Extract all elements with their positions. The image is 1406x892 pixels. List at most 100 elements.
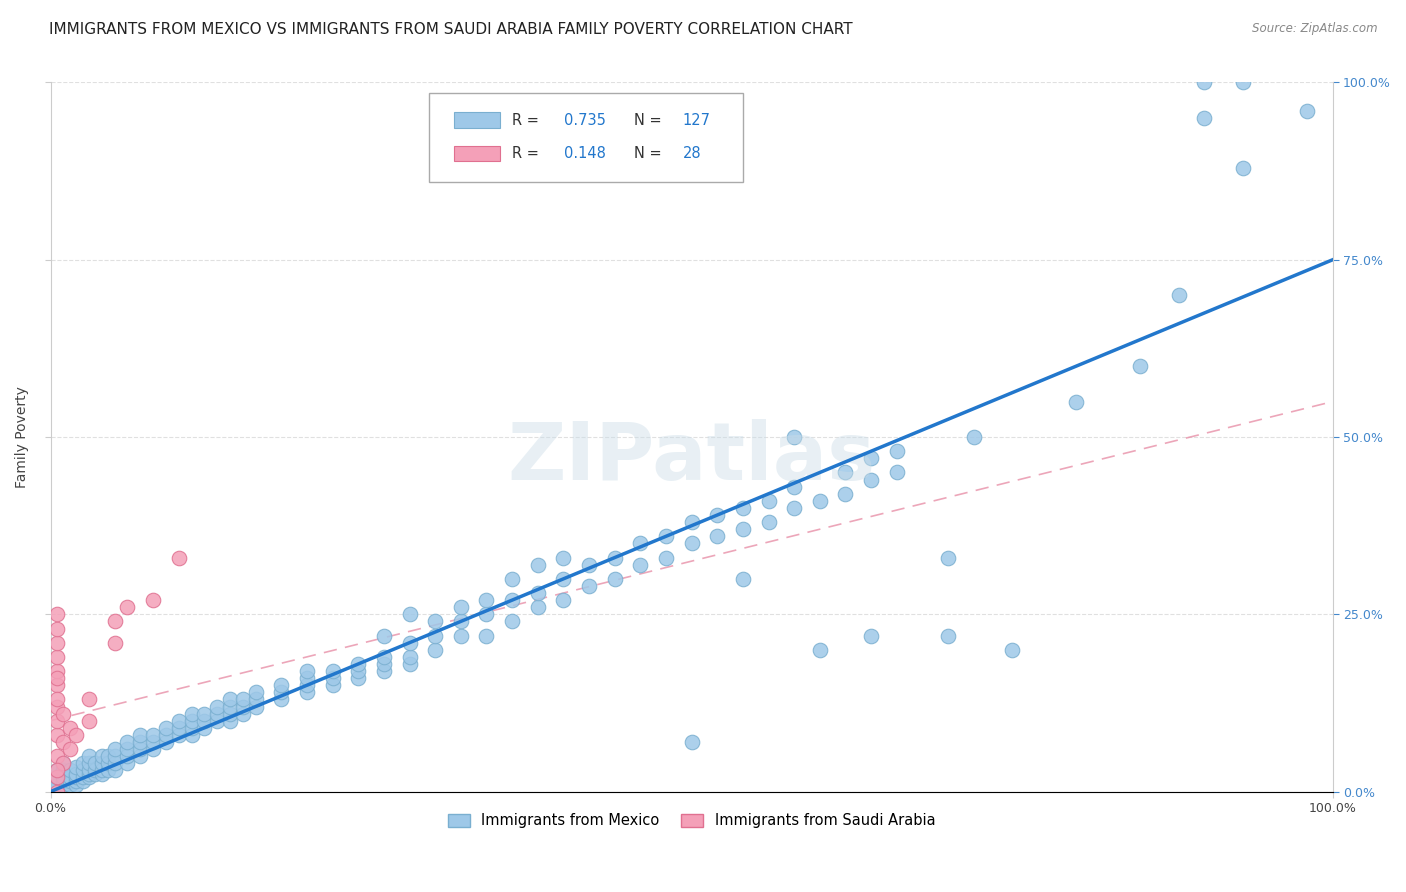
Point [398, 649, 420, 664]
Point [129, 735, 152, 749]
Point [450, 600, 472, 615]
Point [59, 774, 82, 789]
Point [322, 671, 344, 685]
Point [45, 636, 67, 650]
Point [65, 767, 87, 781]
Point [603, 572, 626, 586]
Point [783, 480, 806, 494]
Point [834, 466, 856, 480]
Point [167, 714, 190, 728]
Point [72, 771, 94, 785]
Point [65, 728, 87, 742]
Point [270, 692, 292, 706]
Point [347, 671, 370, 685]
Point [681, 515, 703, 529]
Point [59, 771, 82, 785]
Point [603, 550, 626, 565]
Point [245, 685, 267, 699]
Point [578, 579, 600, 593]
Point [886, 444, 908, 458]
Point [232, 692, 254, 706]
Point [193, 714, 215, 728]
Point [295, 664, 318, 678]
Point [526, 558, 548, 572]
Point [295, 671, 318, 685]
Point [45, 771, 67, 785]
Point [77, 764, 100, 778]
Point [45, 649, 67, 664]
Point [104, 615, 127, 629]
Point [1129, 359, 1152, 373]
Text: N =: N = [634, 146, 666, 161]
Point [180, 714, 202, 728]
Point [758, 493, 780, 508]
Point [322, 678, 344, 692]
Point [501, 615, 523, 629]
Point [65, 774, 87, 789]
Point [628, 536, 651, 550]
Point [45, 699, 67, 714]
Point [104, 756, 127, 771]
Point [1064, 394, 1087, 409]
Point [45, 771, 67, 785]
Point [783, 430, 806, 444]
Point [425, 615, 447, 629]
Point [59, 721, 82, 735]
Point [731, 572, 754, 586]
Point [180, 706, 202, 721]
Point [45, 784, 67, 798]
Point [425, 629, 447, 643]
FancyBboxPatch shape [454, 112, 499, 128]
Point [142, 728, 165, 742]
Point [860, 451, 883, 466]
Point [936, 629, 959, 643]
Point [84, 756, 107, 771]
Point [373, 657, 395, 671]
Point [628, 558, 651, 572]
Point [52, 774, 75, 789]
Point [45, 714, 67, 728]
Point [104, 764, 127, 778]
Point [45, 622, 67, 636]
Point [501, 593, 523, 607]
Text: 0.735: 0.735 [564, 112, 606, 128]
Point [808, 642, 831, 657]
Point [129, 749, 152, 764]
Point [450, 629, 472, 643]
Point [886, 466, 908, 480]
Point [45, 678, 67, 692]
Text: 0.148: 0.148 [564, 146, 606, 161]
Point [90, 767, 112, 781]
Point [526, 600, 548, 615]
Point [681, 735, 703, 749]
Point [59, 778, 82, 792]
Point [77, 749, 100, 764]
Point [97, 764, 120, 778]
Point [706, 529, 728, 543]
Point [270, 678, 292, 692]
FancyBboxPatch shape [429, 93, 742, 182]
Point [52, 780, 75, 795]
Point [129, 728, 152, 742]
Point [1001, 642, 1024, 657]
Point [77, 756, 100, 771]
Point [205, 714, 228, 728]
Point [655, 550, 678, 565]
Point [45, 664, 67, 678]
Point [808, 493, 831, 508]
Point [398, 636, 420, 650]
Point [295, 685, 318, 699]
Point [232, 699, 254, 714]
Point [90, 756, 112, 771]
Point [142, 735, 165, 749]
Point [155, 728, 177, 742]
Point [553, 550, 575, 565]
Point [193, 721, 215, 735]
Point [155, 721, 177, 735]
Point [72, 774, 94, 789]
Point [45, 692, 67, 706]
Point [97, 756, 120, 771]
Point [205, 706, 228, 721]
Point [167, 550, 190, 565]
Point [129, 742, 152, 756]
